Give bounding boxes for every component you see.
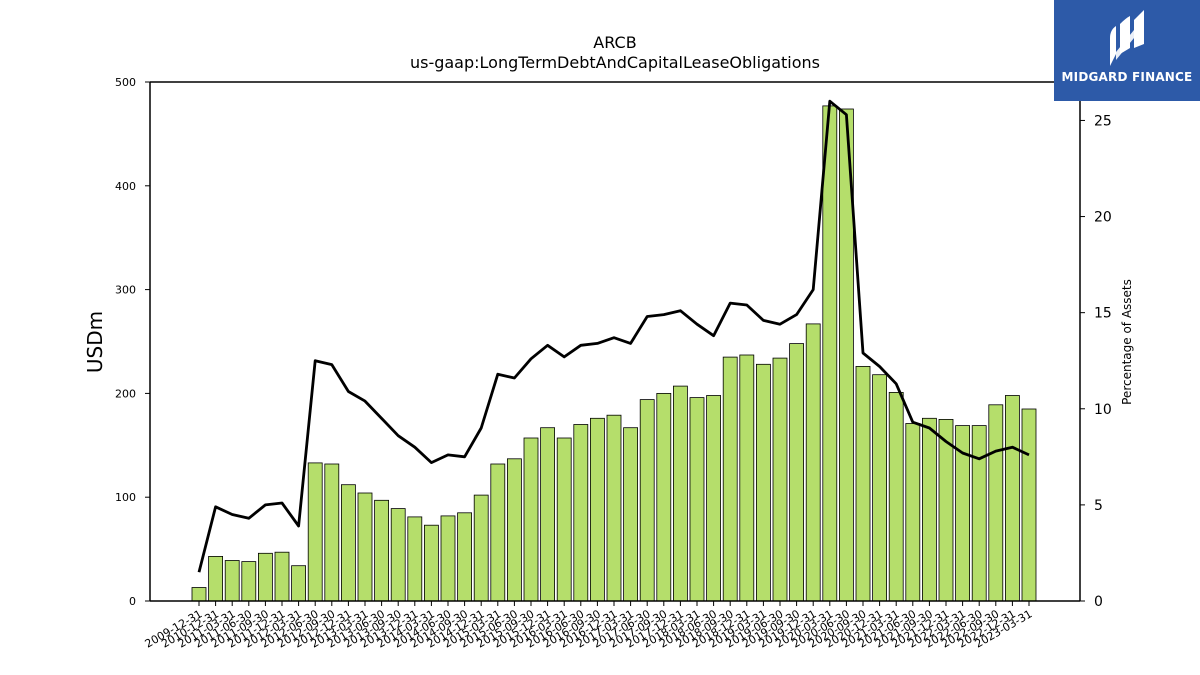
bar-2016-06-30 — [573, 424, 589, 602]
bar-2016-03-31 — [556, 437, 572, 602]
y2-tick-label: 15 — [1094, 306, 1112, 322]
bar-2019-12-31 — [805, 323, 821, 602]
bar-2022-09-30 — [988, 404, 1004, 602]
bar-2014-06-30 — [440, 515, 456, 602]
bar-2012-12-31 — [340, 484, 356, 602]
bar-2015-09-30 — [523, 437, 539, 602]
bar-2013-03-31 — [357, 492, 373, 602]
bar-2011-09-30 — [257, 552, 273, 602]
bar-2016-12-31 — [606, 414, 622, 602]
y-tick-label: 300 — [115, 284, 136, 297]
y2-tick-label: 25 — [1094, 113, 1112, 129]
chart-title: ARCB — [593, 33, 636, 52]
chart-subtitle: us-gaap:LongTermDebtAndCapitalLeaseOblig… — [410, 53, 820, 72]
y-tick-label: 400 — [115, 180, 136, 193]
bar-2012-03-31 — [291, 565, 307, 602]
bar-2018-12-31 — [739, 354, 755, 602]
y-tick-label: 200 — [115, 387, 136, 400]
bar-2021-09-30 — [922, 417, 937, 602]
bar-2016-09-30 — [590, 417, 605, 602]
bar-2009-12-31 — [191, 587, 207, 602]
bar-2013-06-30 — [374, 499, 390, 602]
bar-2020-12-31 — [872, 374, 887, 602]
bar-2012-09-30 — [324, 463, 340, 602]
bar-2020-09-30 — [855, 365, 871, 602]
bar-2017-03-31 — [623, 427, 638, 602]
bar-2020-03-31 — [822, 105, 838, 602]
bar-2014-09-30 — [457, 512, 473, 602]
bar-2017-06-30 — [639, 399, 655, 602]
bar-series — [191, 105, 1037, 602]
bar-2021-06-30 — [905, 423, 921, 602]
y-tick-label: 0 — [129, 595, 136, 608]
bar-2019-03-31 — [756, 363, 771, 602]
y2-axis-label: Percentage of Assets — [1120, 279, 1134, 405]
bar-2013-12-31 — [407, 516, 423, 602]
y-tick-label: 500 — [115, 76, 136, 89]
bar-2018-09-30 — [722, 356, 738, 602]
bar-2018-03-31 — [689, 397, 705, 602]
brand-name: MIDGARD FINANCE — [1061, 70, 1193, 84]
bar-2010-12-31 — [208, 556, 224, 602]
bar-2015-12-31 — [540, 427, 555, 602]
line-series — [197, 99, 1030, 573]
y-axis-label: USDm — [83, 311, 107, 373]
bar-2019-09-30 — [789, 343, 804, 602]
brand-logo: MIDGARD FINANCE — [1054, 0, 1200, 101]
y2-tick-label: 0 — [1094, 594, 1103, 610]
bar-2011-12-31 — [274, 551, 290, 602]
bar-2017-12-31 — [673, 385, 688, 602]
bar-2015-06-30 — [506, 458, 522, 602]
bar-2011-03-31 — [224, 560, 240, 602]
y2-tick-label: 5 — [1094, 498, 1103, 514]
bar-2023-03-31 — [1021, 408, 1037, 602]
y2-tick-label: 20 — [1094, 210, 1112, 226]
bar-2022-06-30 — [971, 425, 987, 602]
y-tick-label: 100 — [115, 491, 136, 504]
bar-2013-09-30 — [390, 508, 406, 602]
bar-2017-09-30 — [656, 392, 672, 602]
midgard-logo-icon — [1110, 10, 1144, 66]
bar-2021-12-31 — [938, 418, 954, 602]
bar-2011-06-30 — [241, 561, 257, 602]
bar-2019-06-30 — [772, 357, 788, 602]
bar-2015-03-31 — [490, 463, 506, 602]
bar-2014-12-31 — [473, 494, 489, 602]
bar-2021-03-31 — [888, 391, 904, 602]
bar-2014-03-31 — [423, 524, 439, 602]
percentage-line — [197, 99, 1030, 573]
axes: 010020030040050005101520252009-12-312010… — [115, 76, 1112, 651]
bar-2012-06-30 — [307, 462, 323, 602]
bar-2022-12-31 — [1005, 395, 1020, 602]
bar-2018-06-30 — [706, 395, 721, 602]
y2-tick-label: 10 — [1094, 402, 1112, 418]
